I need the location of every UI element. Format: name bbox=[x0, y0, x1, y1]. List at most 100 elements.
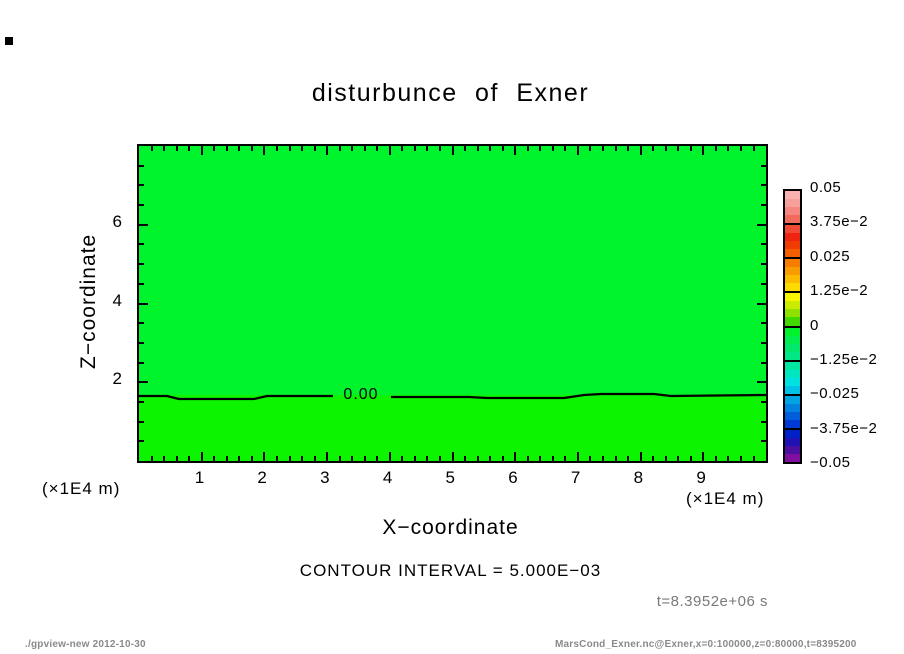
contour-polyline bbox=[391, 392, 766, 400]
axis-tick bbox=[689, 146, 692, 151]
colorbar-band bbox=[785, 395, 800, 404]
axis-tick bbox=[338, 146, 341, 151]
axis-tick bbox=[163, 146, 166, 151]
colorbar-band bbox=[785, 207, 800, 216]
colorbar-band bbox=[785, 301, 800, 310]
axis-tick bbox=[139, 223, 148, 226]
colorbar-band bbox=[785, 429, 800, 438]
axis-tick bbox=[213, 146, 216, 151]
axis-tick bbox=[139, 381, 148, 384]
axis-tick bbox=[225, 456, 228, 461]
colorbar-band bbox=[785, 335, 800, 344]
axis-tick bbox=[413, 146, 416, 151]
contour-value-label: 0.00 bbox=[343, 386, 379, 403]
axis-tick bbox=[752, 146, 755, 151]
axis-tick bbox=[139, 302, 148, 305]
below-contour-fill bbox=[139, 395, 766, 461]
colorbar-band bbox=[785, 419, 800, 428]
axis-tick bbox=[602, 456, 604, 461]
axis-tick bbox=[589, 456, 592, 461]
axis-tick bbox=[761, 400, 766, 403]
axis-tick bbox=[677, 456, 680, 461]
axis-tick bbox=[250, 456, 253, 461]
axis-tick bbox=[489, 146, 492, 151]
axis-tick bbox=[139, 420, 144, 423]
axis-tick bbox=[313, 456, 316, 461]
colorbar-tick-label: 0 bbox=[810, 316, 819, 334]
axis-tick bbox=[761, 243, 766, 246]
axis-tick bbox=[388, 452, 391, 461]
screen-artifact-dot bbox=[5, 37, 13, 45]
axis-tick bbox=[200, 146, 203, 155]
colorbar-tick-label: 0.025 bbox=[810, 247, 851, 265]
axis-tick bbox=[288, 456, 291, 461]
axis-tick bbox=[139, 204, 144, 207]
axis-tick bbox=[761, 322, 766, 325]
colorbar-band bbox=[785, 233, 800, 242]
colorbar-band bbox=[785, 437, 800, 446]
footer-datasource-label: MarsCond_Exner.nc@Exner,x=0:100000,z=0:8… bbox=[555, 639, 857, 650]
colorbar-band bbox=[785, 199, 800, 208]
axis-tick bbox=[225, 146, 228, 151]
colorbar-segment bbox=[785, 325, 800, 360]
axis-tick bbox=[376, 456, 379, 461]
axis-tick bbox=[326, 452, 329, 461]
colorbar-band bbox=[785, 249, 800, 258]
colorbar-band bbox=[785, 351, 800, 360]
axis-tick bbox=[139, 243, 144, 246]
axis-tick bbox=[150, 456, 153, 461]
colorbar-band bbox=[785, 283, 800, 292]
axis-tick bbox=[652, 146, 655, 151]
axis-tick bbox=[139, 440, 144, 443]
axis-tick bbox=[175, 456, 178, 461]
axis-tick bbox=[413, 456, 416, 461]
axis-tick bbox=[639, 452, 642, 461]
colorbar-tick-label: 0.05 bbox=[810, 179, 842, 196]
axis-tick bbox=[175, 146, 178, 151]
axis-tick bbox=[426, 146, 429, 151]
axis-tick bbox=[451, 452, 454, 461]
axis-tick bbox=[714, 456, 717, 461]
x-tick-label: 2 bbox=[257, 468, 268, 487]
axis-tick bbox=[761, 361, 766, 364]
axis-tick bbox=[677, 146, 680, 151]
axis-tick bbox=[275, 456, 278, 461]
axis-tick bbox=[564, 456, 567, 461]
axis-tick bbox=[263, 452, 266, 461]
axis-tick bbox=[589, 146, 592, 151]
axis-tick bbox=[489, 456, 492, 461]
footer-command-label: ./gpview-new 2012-10-30 bbox=[25, 639, 146, 650]
colorbar-segment bbox=[785, 191, 800, 224]
x-tick-label: 3 bbox=[320, 468, 331, 487]
axis-tick bbox=[551, 146, 554, 151]
axis-tick bbox=[761, 263, 766, 266]
colorbar-segment bbox=[785, 427, 800, 462]
axis-tick bbox=[351, 456, 354, 461]
colorbar-band bbox=[785, 225, 800, 234]
axis-tick bbox=[426, 456, 429, 461]
colorbar-band bbox=[785, 385, 800, 394]
axis-tick bbox=[139, 341, 144, 344]
axis-tick bbox=[150, 146, 153, 151]
axis-tick bbox=[139, 322, 144, 325]
axis-tick bbox=[761, 184, 766, 187]
axis-tick bbox=[464, 146, 466, 151]
axis-tick bbox=[363, 146, 366, 151]
axis-tick bbox=[200, 452, 203, 461]
colorbar-band bbox=[785, 369, 800, 378]
x-tick-label: 5 bbox=[445, 468, 456, 487]
axis-tick bbox=[288, 146, 291, 151]
axis-tick bbox=[238, 456, 241, 461]
axis-tick bbox=[727, 146, 730, 151]
axis-tick bbox=[727, 456, 730, 461]
axis-tick bbox=[301, 456, 303, 461]
colorbar-band bbox=[785, 317, 800, 326]
axis-tick bbox=[476, 146, 479, 151]
axis-tick bbox=[514, 146, 517, 155]
axis-tick bbox=[263, 146, 266, 155]
axis-tick bbox=[757, 223, 766, 226]
colorbar-band bbox=[785, 453, 800, 462]
axis-tick bbox=[526, 146, 529, 151]
zero-contour-line bbox=[139, 392, 766, 401]
